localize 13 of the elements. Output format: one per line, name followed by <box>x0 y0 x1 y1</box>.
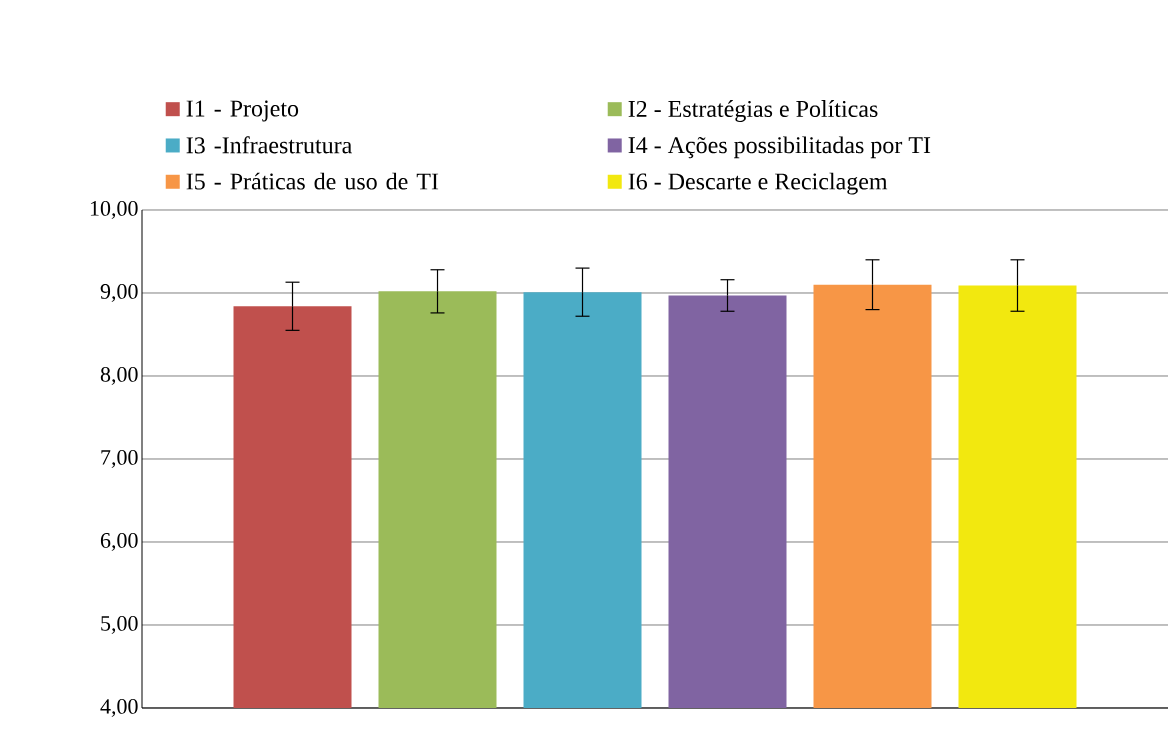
legend-label: I6 - Descarte e Reciclagem <box>628 172 888 195</box>
y-tick-label: 9,00 <box>100 283 138 303</box>
legend-label: I1 - Projeto <box>186 100 299 122</box>
y-tick-label: 10,00 <box>90 200 138 220</box>
legend-label: I5 - Práticas de uso de TI <box>186 172 439 190</box>
y-tick-label: 7,00 <box>101 449 138 468</box>
legend-label: I2 - Estratégias e Políticas <box>628 100 878 122</box>
y-tick-label: 6,00 <box>100 532 138 551</box>
y-tick-label: 8,00 <box>100 366 138 385</box>
legend-label: I3 -Infraestrutura <box>186 136 352 154</box>
legend-label: I4 - Ações possibilitadas por TI <box>628 136 931 159</box>
y-tick-label: 5,00 <box>101 615 138 634</box>
y-tick-label: 4,00 <box>100 698 138 717</box>
